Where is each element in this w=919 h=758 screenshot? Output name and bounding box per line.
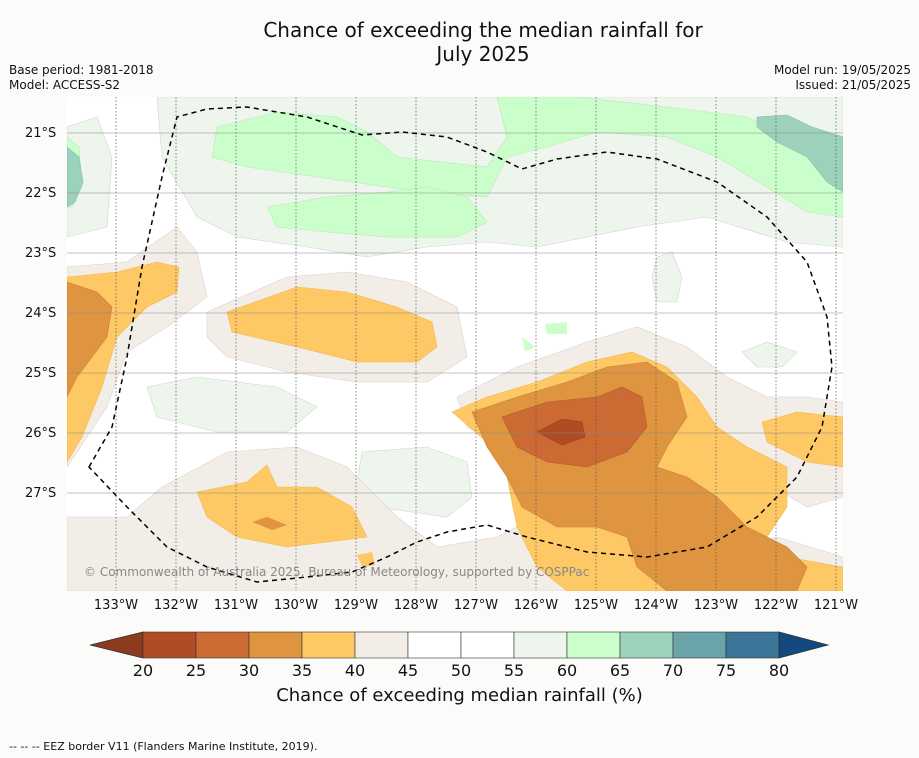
- colorbar-bin-50-55: [460, 631, 515, 659]
- eez-border: [88, 106, 833, 583]
- lat-label-27s: 27°S: [25, 486, 57, 501]
- colorbar-bin-45-50: [407, 631, 462, 659]
- title-line-1: Chance of exceeding the median rainfall …: [263, 18, 703, 42]
- colorbar-label-70: 70: [662, 661, 684, 680]
- colorbar-bin-40-45: [354, 631, 409, 659]
- lon-label-127w: 127°W: [453, 598, 499, 613]
- lat-label-22s: 22°S: [25, 186, 57, 201]
- copyright-text: © Commonwealth of Australia 2025, Bureau…: [84, 565, 590, 579]
- colorbar-label-80: 80: [768, 661, 790, 680]
- colorbar-title: Chance of exceeding median rainfall (%): [276, 685, 643, 706]
- lon-label-123w: 123°W: [693, 598, 739, 613]
- region-20-25-core: [536, 418, 586, 446]
- colorbar-label-30: 30: [238, 661, 260, 680]
- lon-label-132w: 132°W: [153, 598, 199, 613]
- region-65-70-ne: [756, 114, 843, 193]
- lat-label-24s: 24°S: [25, 306, 57, 321]
- rainfall-map: [67, 97, 843, 591]
- region-60-65-dot2: [522, 337, 535, 352]
- colorbar-label-75: 75: [715, 661, 737, 680]
- region-35-40-small: [357, 552, 375, 567]
- lon-label-121w: 121°W: [813, 598, 859, 613]
- eez-legend-footer: -- -- -- EEZ border V11 (Flanders Marine…: [9, 740, 318, 753]
- lon-label-126w: 126°W: [513, 598, 559, 613]
- colorbar-bin-75-80: [725, 631, 780, 659]
- colorbar-bin-25-30: [195, 631, 250, 659]
- lon-label-130w: 130°W: [273, 598, 319, 613]
- region-60-65-center: [266, 186, 488, 238]
- lat-label-21s: 21°S: [25, 126, 57, 141]
- lat-label-23s: 23°S: [25, 246, 57, 261]
- lon-label-122w: 122°W: [753, 598, 799, 613]
- lon-label-129w: 129°W: [333, 598, 379, 613]
- region-30-35-south-blob: [252, 517, 287, 530]
- colorbar-bin-70-75: [672, 631, 727, 659]
- colorbar-label-55: 55: [503, 661, 525, 680]
- colorbar-bin-55-60: [513, 631, 568, 659]
- colorbar-label-40: 40: [344, 661, 366, 680]
- region-35-40-center: [226, 286, 438, 363]
- model-run: Model run: 19/05/2025: [773, 63, 911, 77]
- colorbar-label-25: 25: [185, 661, 207, 680]
- colorbar-over-arrow: [778, 631, 830, 659]
- colorbar-bin-30-35: [248, 631, 303, 659]
- colorbar-bin-65-70: [619, 631, 674, 659]
- region-55-60-sw: [146, 376, 318, 433]
- colorbar: [90, 631, 830, 659]
- lon-label-124w: 124°W: [633, 598, 679, 613]
- region-60-65-dot1: [545, 322, 567, 334]
- chart-title: Chance of exceeding the median rainfall …: [0, 18, 919, 66]
- region-55-60-east-blob: [651, 251, 683, 303]
- lat-label-25s: 25°S: [25, 366, 57, 381]
- region-55-60-east-small: [741, 341, 798, 368]
- colorbar-label-45: 45: [397, 661, 419, 680]
- colorbar-label-65: 65: [609, 661, 631, 680]
- lat-label-26s: 26°S: [25, 426, 57, 441]
- title-line-2: July 2025: [436, 42, 530, 66]
- colorbar-bin-60-65: [566, 631, 621, 659]
- region-35-40-southwest: [196, 464, 368, 548]
- colorbar-bin-20-25: [142, 631, 197, 659]
- colorbar-under-arrow: [90, 631, 144, 659]
- lon-label-125w: 125°W: [573, 598, 619, 613]
- lon-label-128w: 128°W: [393, 598, 439, 613]
- issued-date: Issued: 21/05/2025: [795, 78, 911, 92]
- colorbar-label-60: 60: [556, 661, 578, 680]
- model-name: Model: ACCESS-S2: [9, 78, 121, 92]
- region-30-35-west: [67, 281, 113, 398]
- region-65-70-west: [67, 146, 84, 208]
- colorbar-label-35: 35: [291, 661, 313, 680]
- colorbar-label-20: 20: [132, 661, 154, 680]
- meta-right: Model run: 19/05/2025 Issued: 21/05/2025: [774, 63, 911, 93]
- meta-left: Base period: 1981-2018 Model: ACCESS-S2: [9, 63, 154, 93]
- colorbar-bin-35-40: [301, 631, 356, 659]
- lat-gridlines: [67, 132, 843, 494]
- base-period: Base period: 1981-2018: [9, 63, 154, 77]
- colorbar-label-50: 50: [450, 661, 472, 680]
- lon-label-131w: 131°W: [213, 598, 259, 613]
- lon-label-133w: 133°W: [93, 598, 139, 613]
